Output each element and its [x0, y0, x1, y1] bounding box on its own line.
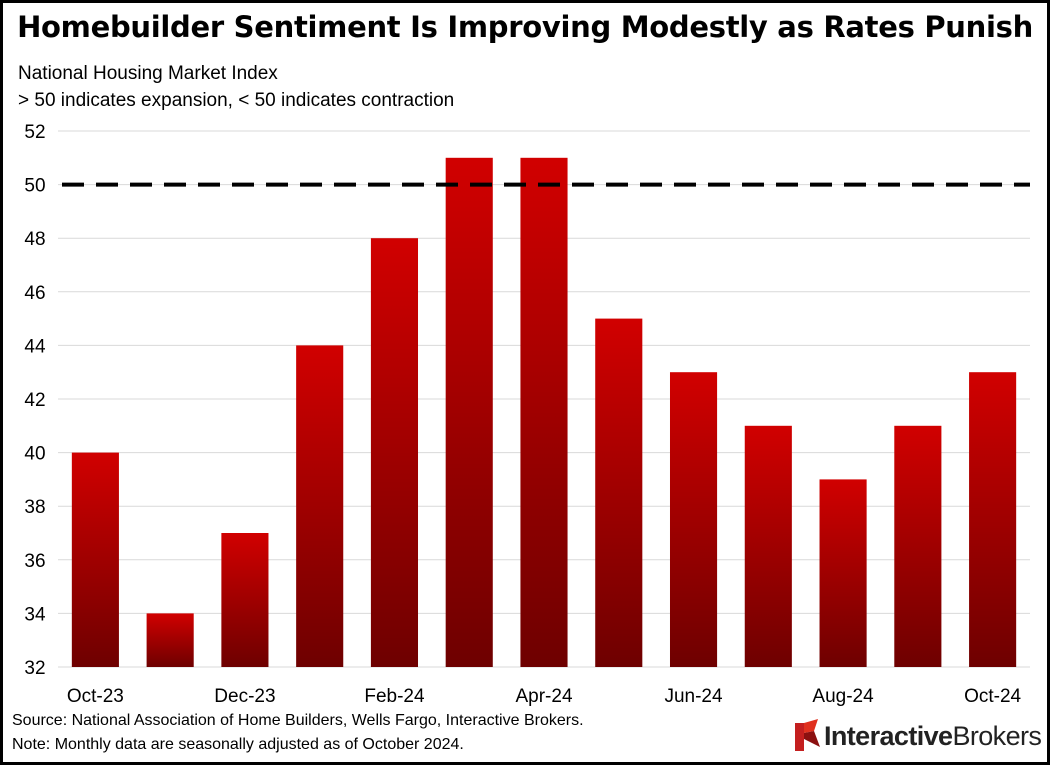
y-tick-label: 50 — [24, 176, 45, 197]
y-tick-label: 36 — [24, 551, 45, 572]
bar — [894, 425, 942, 667]
bar — [146, 613, 194, 667]
bar — [370, 238, 419, 667]
x-tick-label: Aug-24 — [812, 686, 874, 707]
bar — [296, 345, 344, 667]
bar — [221, 533, 269, 667]
y-tick-label: 48 — [24, 229, 45, 250]
y-tick-label: 38 — [24, 497, 45, 518]
y-tick-label: 40 — [24, 444, 45, 465]
bar — [595, 318, 643, 667]
x-tick-label: Jun-24 — [664, 686, 723, 707]
bar — [669, 372, 718, 667]
logo-wordmark-part2: Brokers — [952, 721, 1042, 751]
bar — [744, 425, 792, 667]
bar — [819, 479, 867, 667]
chart-subtitle-line2: > 50 indicates expansion, < 50 indicates… — [18, 90, 455, 111]
chart-subtitle-line1: National Housing Market Index — [18, 63, 278, 84]
x-tick-label: Oct-23 — [67, 686, 124, 707]
interactive-brokers-logo: InteractiveBrokers — [792, 717, 1042, 757]
y-tick-label: 52 — [24, 122, 45, 143]
x-tick-label: Apr-24 — [515, 686, 572, 707]
logo-wordmark-part1: Interactive — [824, 721, 953, 751]
x-tick-label: Dec-23 — [214, 686, 275, 707]
bar — [520, 157, 568, 668]
bar — [71, 452, 119, 667]
y-tick-label: 34 — [24, 604, 46, 625]
bars — [71, 157, 1017, 668]
x-tick-label: Oct-24 — [964, 686, 1021, 707]
bar — [445, 157, 493, 668]
y-axis-ticks: 32 34 36 38 40 42 44 46 48 50 52 — [24, 122, 46, 679]
x-axis-ticks: Oct-23 Dec-23 Feb-24 Apr-24 Jun-24 Aug-24 Oct-… — [67, 686, 1022, 707]
data-note: Note: Monthly data are seasonally adjust… — [12, 736, 464, 753]
y-tick-label: 46 — [24, 283, 45, 304]
source-note: Source: National Association of Home Bui… — [12, 712, 584, 729]
y-tick-label: 42 — [24, 390, 45, 411]
y-tick-label: 44 — [24, 336, 46, 357]
chart-title: Homebuilder Sentiment Is Improving Modes… — [17, 10, 1033, 44]
logo-wordmark: InteractiveBrokers — [824, 721, 1042, 752]
bar — [969, 372, 1017, 667]
x-tick-label: Feb-24 — [364, 686, 425, 707]
y-tick-label: 32 — [24, 658, 45, 679]
interactive-brokers-flag-icon — [795, 719, 820, 751]
